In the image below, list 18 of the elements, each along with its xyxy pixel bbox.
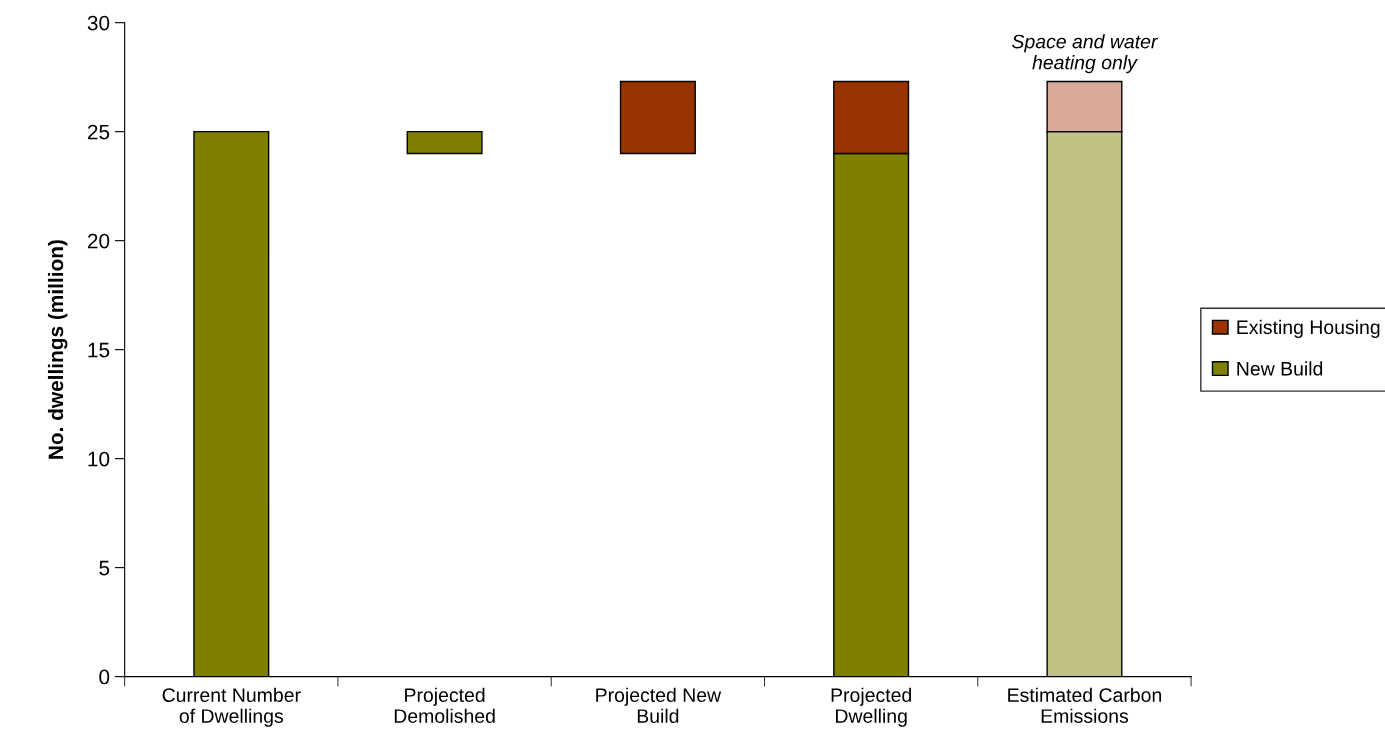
x-tick-label: Current Number of Dwellings	[162, 687, 301, 727]
legend-label: Existing Housing	[1237, 319, 1380, 338]
legend-label: New Build	[1237, 361, 1323, 376]
x-tick-label: Projected Dwelling	[831, 687, 911, 727]
x-tick-label: Projected Demolished	[394, 687, 495, 723]
y-tick-label: 20	[87, 233, 110, 249]
y-axis-title: No. dwellings (million)	[47, 240, 68, 459]
bar	[406, 130, 483, 155]
y-tick-label: 15	[88, 342, 110, 358]
y-tick-label: 25	[87, 124, 110, 140]
y-tick-label: 0	[99, 669, 110, 685]
bar	[619, 80, 696, 155]
y-tick-label: 30	[87, 15, 110, 31]
x-tick-label: Estimated Carbon Emissions	[1008, 687, 1162, 723]
x-tick-label: Projected New Build	[596, 687, 722, 723]
annotation: Space and water heating only	[1012, 34, 1159, 74]
y-tick-label: 5	[99, 560, 110, 576]
y-tick-label: 10	[88, 451, 110, 467]
